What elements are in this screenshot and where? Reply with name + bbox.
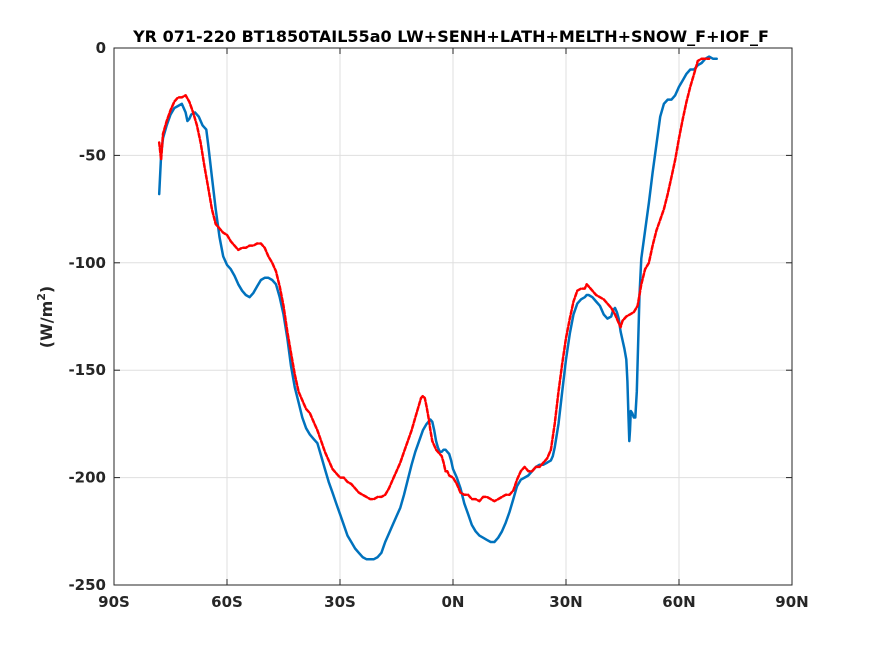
y-axis-label: (W/m2) [35, 286, 56, 348]
y-tick-label: -250 [68, 576, 106, 594]
y-axis-label-close: ) [37, 286, 56, 293]
y-axis-label-main: (W/m [37, 301, 56, 348]
y-tick-labels: -250 -200 -150 -100 -50 0 [68, 39, 106, 594]
y-tick-label: -50 [79, 146, 106, 164]
y-axis-label-superscript: 2 [35, 293, 48, 301]
y-tick-label: -150 [68, 361, 106, 379]
chart-title: YR 071-220 BT1850TAIL55a0 LW+SENH+LATH+M… [132, 27, 769, 46]
x-tick-label: 0N [442, 593, 465, 611]
series-line-1 [157, 55, 718, 561]
x-tick-label: 90S [98, 593, 130, 611]
y-tick-label: -200 [68, 469, 106, 487]
plot-area: 90S 60S 30S 0N 30N 60N 90N -250 -200 -150 -100 -50… [68, 39, 808, 611]
x-tick-labels: 90S 60S 30S 0N 30N 60N 90N [98, 593, 809, 611]
series-line-2 [157, 57, 711, 503]
x-tick-label: 60S [211, 593, 243, 611]
series-layer [157, 55, 718, 561]
y-tick-label: 0 [96, 39, 106, 57]
x-tick-label: 90N [775, 593, 808, 611]
ticks [113, 47, 793, 586]
y-tick-label: -100 [68, 254, 106, 272]
x-tick-label: 60N [662, 593, 695, 611]
x-tick-label: 30N [549, 593, 582, 611]
x-tick-label: 30S [324, 593, 356, 611]
